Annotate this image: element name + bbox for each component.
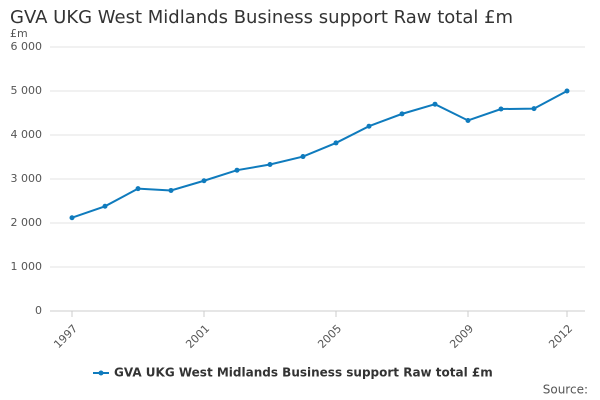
data-line — [71, 90, 568, 219]
y-tick-label: 1 000 — [11, 260, 43, 273]
x-tick-label: 2009 — [447, 322, 476, 351]
data-point — [300, 154, 306, 160]
data-point — [399, 111, 405, 117]
data-point — [432, 101, 438, 107]
y-tick-label: 5 000 — [11, 84, 43, 97]
x-tick-label: 2012 — [546, 322, 575, 351]
data-point — [69, 215, 75, 221]
data-point — [465, 117, 471, 123]
data-point — [168, 187, 174, 193]
data-point — [531, 106, 537, 112]
data-point — [498, 106, 504, 112]
y-tick-label: 0 — [35, 304, 42, 317]
y-tick-label: 2 000 — [11, 216, 43, 229]
data-point — [201, 178, 207, 184]
data-point — [267, 161, 273, 167]
data-point — [333, 140, 339, 146]
chart-title: GVA UKG West Midlands Business support R… — [10, 7, 513, 28]
y-tick-label: 3 000 — [11, 172, 43, 185]
legend-label: GVA UKG West Midlands Business support R… — [114, 366, 493, 380]
data-point — [234, 167, 240, 173]
x-tick-label: 2001 — [183, 322, 212, 351]
data-point — [564, 88, 570, 94]
x-tick-label: 2005 — [315, 322, 344, 351]
y-tick-label: 6 000 — [11, 40, 43, 53]
data-point — [135, 186, 141, 192]
y-tick-label: 4 000 — [11, 128, 43, 141]
x-tick-label: 1997 — [51, 322, 80, 351]
data-point — [366, 123, 372, 129]
y-unit: £m — [10, 27, 28, 40]
legend: GVA UKG West Midlands Business support R… — [93, 366, 493, 380]
data-point — [102, 203, 108, 209]
legend-dot — [98, 370, 104, 376]
source: Source: — [543, 383, 588, 397]
